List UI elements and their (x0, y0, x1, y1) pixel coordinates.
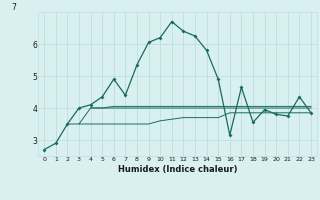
X-axis label: Humidex (Indice chaleur): Humidex (Indice chaleur) (118, 165, 237, 174)
Text: 7: 7 (11, 3, 16, 12)
